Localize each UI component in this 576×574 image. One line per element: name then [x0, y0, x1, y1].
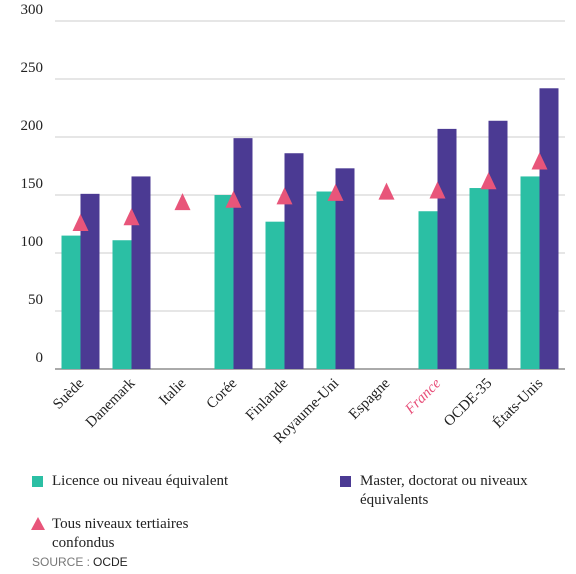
legend-swatch — [32, 476, 43, 487]
y-tick-label: 300 — [21, 2, 44, 18]
bar — [61, 235, 81, 369]
bar — [539, 88, 559, 369]
legend-swatch — [31, 517, 45, 530]
bar — [80, 193, 100, 369]
y-tick-label: 150 — [21, 176, 44, 192]
triangle-marker — [225, 190, 242, 208]
y-tick-label: 0 — [36, 350, 44, 366]
triangle-marker — [276, 187, 293, 205]
source-label: SOURCE : — [32, 555, 90, 569]
bar — [437, 128, 457, 369]
x-tick-label: États-Unis — [490, 375, 547, 432]
bar — [112, 240, 132, 369]
y-tick-label: 250 — [21, 60, 44, 76]
x-tick-label: Italie — [156, 375, 189, 408]
legend-swatch — [340, 476, 351, 487]
x-tick-label: Finlande — [243, 375, 292, 424]
bar — [520, 176, 540, 369]
bar — [265, 221, 285, 369]
bar — [488, 120, 508, 369]
triangle-marker — [327, 183, 344, 201]
x-tick-label: OCDE-35 — [441, 376, 495, 430]
bar — [131, 176, 151, 369]
bar — [214, 195, 234, 369]
legend-item: Tous niveaux tertiaires confondus — [52, 516, 189, 551]
legend-label: Tous niveaux tertiaires confondus — [52, 516, 189, 551]
bar — [316, 191, 336, 369]
triangle-marker — [531, 152, 548, 170]
source-name: OCDE — [93, 555, 128, 569]
legend-item: Master, doctorat ou niveaux équivalents — [360, 473, 528, 508]
y-tick-label: 200 — [21, 118, 44, 134]
legend-label: Licence ou niveau équivalent — [52, 473, 229, 489]
x-tick-label: France — [402, 375, 445, 418]
y-tick-label: 100 — [21, 234, 44, 250]
triangle-marker — [72, 214, 89, 231]
x-tick-label: Danemark — [83, 375, 139, 431]
triangle-marker — [123, 208, 140, 226]
triangle-marker — [174, 193, 191, 211]
triangle-marker — [378, 182, 395, 200]
triangle-marker — [480, 172, 497, 190]
x-tick-label: Espagne — [346, 375, 393, 422]
x-tick-label: Corée — [204, 375, 241, 412]
legend-item: Licence ou niveau équivalent — [52, 473, 229, 489]
source: SOURCE : OCDE — [32, 555, 128, 569]
y-tick-label: 50 — [28, 292, 43, 308]
bar — [335, 168, 355, 369]
bar — [284, 153, 304, 369]
x-tick-label: Suède — [50, 375, 87, 412]
bar — [469, 188, 489, 369]
bar — [418, 211, 438, 369]
legend-label: Master, doctorat ou niveaux équivalents — [360, 473, 528, 508]
bar — [233, 138, 253, 369]
triangle-marker — [429, 181, 446, 199]
